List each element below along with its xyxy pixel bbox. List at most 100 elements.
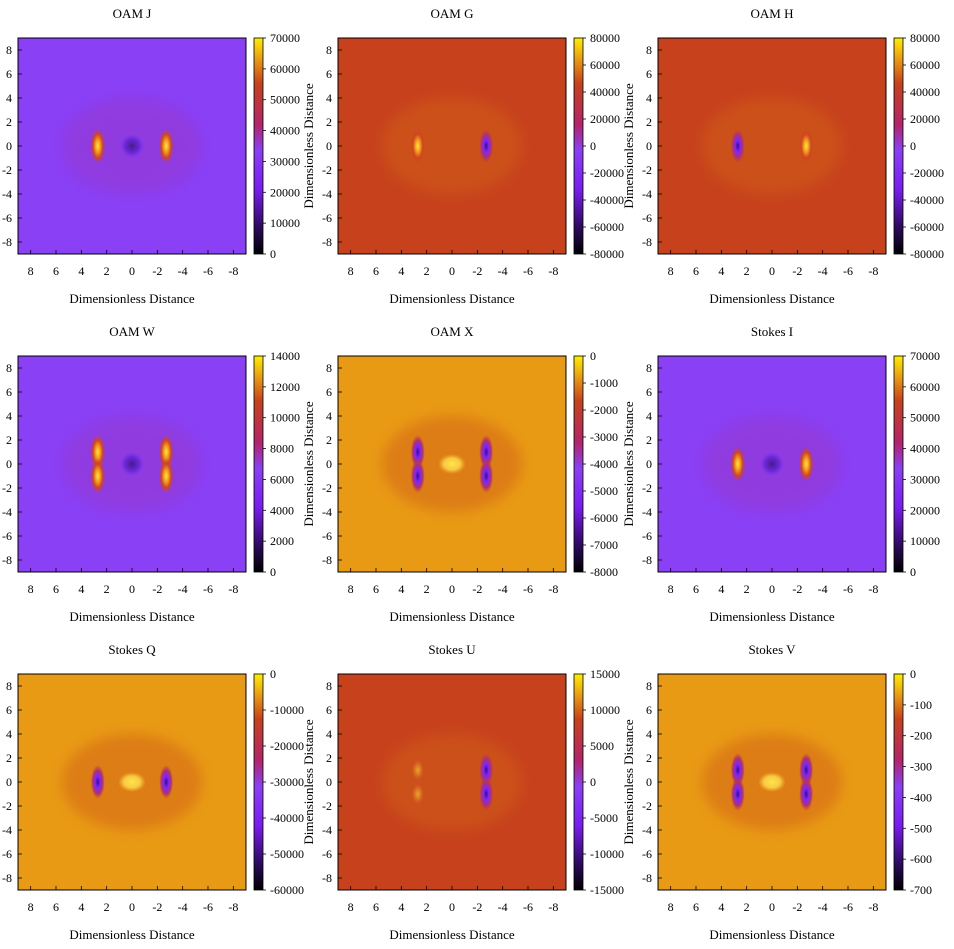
colorbar	[253, 673, 264, 891]
y-tick-label: 2	[6, 751, 12, 765]
colorbar-tick-label: -300	[910, 760, 932, 774]
heatmap-background	[338, 674, 566, 890]
y-tick-label: 4	[6, 727, 12, 741]
colorbar-tick-label: 70000	[270, 31, 300, 45]
x-tick-label: 6	[693, 582, 699, 596]
heatmap-spot	[479, 777, 494, 811]
colorbar-tick-label: 5000	[590, 739, 614, 753]
colorbar-tick-label: 60000	[910, 58, 940, 72]
x-tick-label: 8	[348, 264, 354, 278]
heatmap-spot	[760, 452, 784, 476]
colorbar-tick-label: 15000	[590, 667, 620, 681]
y-tick-label: 6	[326, 385, 332, 399]
y-tick-label: -2	[642, 799, 652, 813]
colorbar-tick-label: 6000	[270, 472, 294, 486]
x-tick-label: 2	[104, 582, 110, 596]
colorbar-tick-label: -4000	[590, 457, 618, 471]
y-tick-label: 2	[326, 433, 332, 447]
y-tick-label: -6	[322, 211, 332, 225]
x-tick-label: -2	[152, 900, 162, 914]
y-tick-label: -6	[2, 529, 12, 543]
colorbar-tick-label: -60000	[270, 883, 304, 897]
colorbar-tick-label: 0	[270, 247, 276, 261]
x-tick-label: 2	[104, 900, 110, 914]
y-axis-label: Dimensionless Distance	[301, 401, 316, 527]
heatmap-spot	[758, 772, 786, 792]
y-tick-label: -2	[642, 163, 652, 177]
colorbar-tick-label: -1000	[590, 376, 618, 390]
x-tick-label: 6	[373, 900, 379, 914]
colorbar-tick-label: 30000	[910, 472, 940, 486]
x-tick-label: 0	[769, 900, 775, 914]
colorbar-tick-label: -60000	[590, 220, 624, 234]
heatmap-spot	[730, 447, 745, 481]
y-tick-label: 0	[646, 139, 652, 153]
x-tick-label: 8	[668, 264, 674, 278]
y-axis-label: Dimensionless Distance	[621, 719, 636, 845]
plot-title: OAM G	[431, 6, 474, 21]
colorbar-tick-label: -3000	[590, 430, 618, 444]
y-tick-label: 8	[326, 43, 332, 57]
y-tick-label: -6	[642, 847, 652, 861]
heatmap-spot	[120, 134, 144, 158]
x-tick-label: 0	[449, 900, 455, 914]
y-tick-label: 8	[646, 361, 652, 375]
y-tick-label: 6	[6, 67, 12, 81]
colorbar-tick-label: 60000	[270, 62, 300, 76]
heatmap-background	[338, 38, 566, 254]
colorbar-tick-label: 0	[910, 565, 916, 579]
heatmap-spot	[410, 129, 425, 163]
heatmap-spot	[799, 753, 814, 787]
y-axis-label: Dimensionless Distance	[621, 83, 636, 209]
colorbar-tick-label: 20000	[590, 112, 620, 126]
x-tick-label: 8	[348, 900, 354, 914]
x-tick-label: -6	[203, 900, 213, 914]
y-axis-label: Dimensionless Distance	[301, 719, 316, 845]
y-tick-label: -6	[322, 529, 332, 543]
heatmap-spot	[479, 435, 494, 469]
y-tick-label: 0	[6, 775, 12, 789]
x-tick-label: -6	[523, 264, 533, 278]
x-tick-label: -2	[792, 900, 802, 914]
colorbar-tick-label: -500	[910, 821, 932, 835]
colorbar-tick-label: 10000	[590, 703, 620, 717]
x-axis-label: Dimensionless Distance	[709, 291, 835, 306]
y-tick-label: 2	[6, 115, 12, 129]
colorbar-tick-label: -400	[910, 790, 932, 804]
x-tick-label: -2	[152, 582, 162, 596]
y-tick-label: -4	[322, 823, 332, 837]
colorbar	[573, 673, 584, 891]
colorbar-tick-label: 40000	[910, 442, 940, 456]
colorbar-tick-label: -60000	[910, 220, 944, 234]
x-tick-label: 4	[718, 900, 724, 914]
colorbar-tick-label: -600	[910, 852, 932, 866]
x-tick-label: 0	[769, 582, 775, 596]
y-tick-label: -4	[642, 505, 652, 519]
y-tick-label: -4	[2, 187, 12, 201]
plot-title: OAM W	[109, 324, 155, 339]
colorbar-tick-label: 20000	[270, 185, 300, 199]
colorbar-tick-label: -2000	[590, 403, 618, 417]
y-tick-label: 6	[646, 703, 652, 717]
x-tick-label: 6	[53, 900, 59, 914]
y-tick-label: -4	[322, 187, 332, 201]
heatmap-spot	[799, 129, 814, 163]
colorbar-tick-label: 0	[590, 775, 596, 789]
plot-title: OAM H	[751, 6, 794, 21]
colorbar-tick-label: 4000	[270, 503, 294, 517]
x-tick-label: 4	[398, 264, 404, 278]
x-tick-label: 2	[744, 582, 750, 596]
heatmap-panel: OAM H 8 6 4 2 0 -2 -4 -6 -8 8 6 4 2 0 -2 -4 -6 -8 Dimension…	[621, 6, 944, 306]
x-tick-label: 4	[718, 582, 724, 596]
x-tick-label: 8	[348, 582, 354, 596]
x-tick-label: -4	[178, 900, 188, 914]
y-tick-label: 4	[326, 91, 332, 105]
y-tick-label: -8	[642, 553, 652, 567]
y-tick-label: -2	[2, 799, 12, 813]
x-tick-label: -8	[548, 264, 558, 278]
colorbar-tick-label: 40000	[910, 85, 940, 99]
x-tick-label: 6	[693, 900, 699, 914]
colorbar-tick-label: 0	[270, 565, 276, 579]
colorbar-tick-label: 10000	[910, 534, 940, 548]
x-tick-label: 6	[693, 264, 699, 278]
